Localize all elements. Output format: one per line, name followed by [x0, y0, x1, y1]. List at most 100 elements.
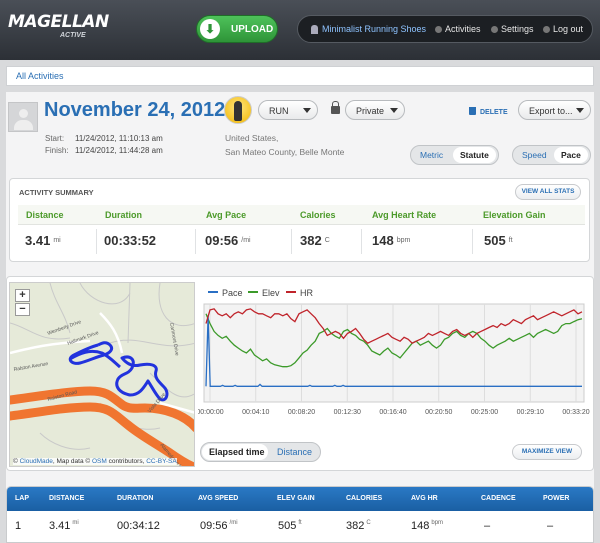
avatar-head	[19, 109, 28, 118]
nav-settings[interactable]: Settings	[491, 24, 534, 34]
activity-chart[interactable]: Pace Elev HR 00:00:00 00:04:10 00:08:20 00:…	[198, 282, 590, 439]
lap-table-header: LAP DISTANCE DURATION AVG SPEED ELEV GAI…	[7, 487, 593, 511]
lap-table: LAP DISTANCE DURATION AVG SPEED ELEV GAI…	[6, 486, 594, 543]
series-line-hr	[205, 308, 583, 344]
user-icon	[311, 25, 318, 34]
stat-unit: C	[324, 237, 330, 244]
upload-arrow-icon: ⬇	[200, 19, 220, 39]
legend-label: HR	[300, 288, 313, 298]
x-tick-label: 00:00:00	[198, 409, 224, 416]
stat-value: 09:56	[205, 233, 239, 248]
cloudmade-link[interactable]: CloudMade	[19, 458, 53, 465]
stat-value-elevation: 505 ft	[484, 233, 513, 248]
magellan-logo[interactable]: MAGELLAN	[8, 12, 109, 32]
trash-icon	[469, 107, 476, 115]
lap-power: –	[547, 520, 554, 532]
upload-button[interactable]: ⬇ UPLOAD	[196, 15, 278, 43]
activity-date-title: November 24, 2012	[44, 99, 226, 121]
stat-label: Avg Heart Rate	[372, 210, 437, 220]
x-axis-elapsed[interactable]: Elapsed time	[202, 444, 268, 460]
activities-icon	[435, 26, 442, 33]
cell-unit: mi	[72, 520, 79, 527]
cell-unit: /mi	[229, 520, 238, 527]
display-pace[interactable]: Pace	[554, 147, 588, 163]
column-header: POWER	[543, 495, 570, 502]
street-label: Carlmont Drive	[168, 322, 180, 356]
license-link[interactable]: CC-BY-SA	[146, 458, 177, 465]
highway-road	[10, 386, 194, 433]
cell-value: 382	[346, 520, 365, 532]
logo-subtitle: ACTIVE	[60, 32, 86, 39]
highway-road	[10, 402, 194, 466]
avatar-body	[14, 120, 33, 130]
unit-metric[interactable]: Metric	[420, 150, 444, 160]
finish-value: 11/24/2012, 11:44:28 am	[75, 146, 163, 155]
x-axis-toggle: Elapsed time Distance	[200, 442, 321, 462]
nav-activities[interactable]: Activities	[435, 24, 481, 34]
delete-label: DELETE	[480, 109, 508, 116]
column-header: CALORIES	[346, 495, 383, 502]
logout-icon	[543, 26, 550, 33]
display-toggle: Speed Pace	[512, 145, 591, 165]
upload-label: UPLOAD	[231, 24, 274, 35]
x-tick-label: 00:20:50	[425, 409, 452, 416]
route-map[interactable]: Wemberly Drive Hallmark Drive Ralston Av…	[9, 282, 195, 467]
attribution-text: , Map data ©	[52, 458, 91, 465]
delete-button[interactable]: DELETE	[469, 107, 508, 116]
x-tick-label: 00:16:40	[379, 409, 406, 416]
finish-label: Finish:	[45, 146, 69, 155]
cell-unit: ft	[298, 520, 302, 527]
start-label: Start:	[45, 134, 65, 143]
series-line-pace	[205, 315, 582, 387]
stat-divider	[472, 229, 473, 254]
stat-unit: ft	[508, 237, 513, 244]
column-header: AVG HR	[411, 495, 438, 502]
activity-type-select[interactable]: RUN	[258, 100, 318, 120]
lap-number: 1	[15, 520, 22, 532]
nav-user-link[interactable]: Minimalist Running Shoes	[322, 24, 427, 34]
x-axis-distance[interactable]: Distance	[277, 447, 313, 457]
legend-hr: HR	[286, 288, 313, 298]
location-country: United States,	[225, 133, 279, 143]
privacy-value: Private	[356, 106, 385, 116]
legend-label: Pace	[222, 288, 243, 298]
stat-label: Elevation Gain	[483, 210, 546, 220]
stat-unit: mi	[53, 237, 61, 244]
lap-avg-hr: 148 bpm	[411, 520, 443, 532]
stat-value-calories: 382 C	[300, 233, 330, 248]
column-header: LAP	[15, 495, 29, 502]
route-track	[68, 341, 169, 402]
cell-value: 09:56	[200, 520, 228, 532]
stat-value-pace: 09:56/mi	[205, 233, 251, 248]
osm-link[interactable]: OSM	[91, 458, 107, 465]
display-speed[interactable]: Speed	[522, 150, 547, 160]
legend-pace: Pace	[208, 288, 243, 298]
settings-icon	[491, 26, 498, 33]
stat-value: 148	[372, 233, 394, 248]
stat-value: 3.41	[25, 233, 51, 248]
privacy-select[interactable]: Private	[345, 100, 405, 120]
legend-label: Elev	[262, 288, 280, 298]
maximize-view-button[interactable]: MAXIMIZE VIEW	[512, 444, 582, 460]
zoom-out-button[interactable]: −	[15, 303, 30, 316]
view-all-stats-button[interactable]: VIEW ALL STATS	[515, 184, 581, 200]
breadcrumb-all-activities[interactable]: All Activities	[16, 71, 64, 81]
activity-summary-card: ACTIVITY SUMMARY VIEW ALL STATS Distance…	[9, 178, 590, 262]
nav-logout[interactable]: Log out	[543, 24, 583, 34]
stat-value: 505	[484, 233, 506, 248]
attribution-text: contributors,	[106, 458, 147, 465]
stat-label: Duration	[105, 210, 142, 220]
lap-elev-gain: 505 ft	[278, 520, 302, 532]
export-label: Export to...	[529, 106, 573, 116]
activity-type-value: RUN	[269, 106, 289, 116]
runner-figure	[234, 101, 242, 121]
pace-legend-swatch	[208, 291, 218, 293]
cell-unit: C	[366, 520, 371, 527]
hr-legend-swatch	[286, 291, 296, 293]
stat-value-duration: 00:33:52	[104, 233, 156, 248]
legend-elev: Elev	[248, 288, 280, 298]
unit-statute[interactable]: Statute	[453, 147, 496, 163]
zoom-in-button[interactable]: +	[15, 289, 30, 302]
export-select[interactable]: Export to...	[518, 100, 591, 120]
stat-value: 00:33:52	[104, 233, 157, 248]
